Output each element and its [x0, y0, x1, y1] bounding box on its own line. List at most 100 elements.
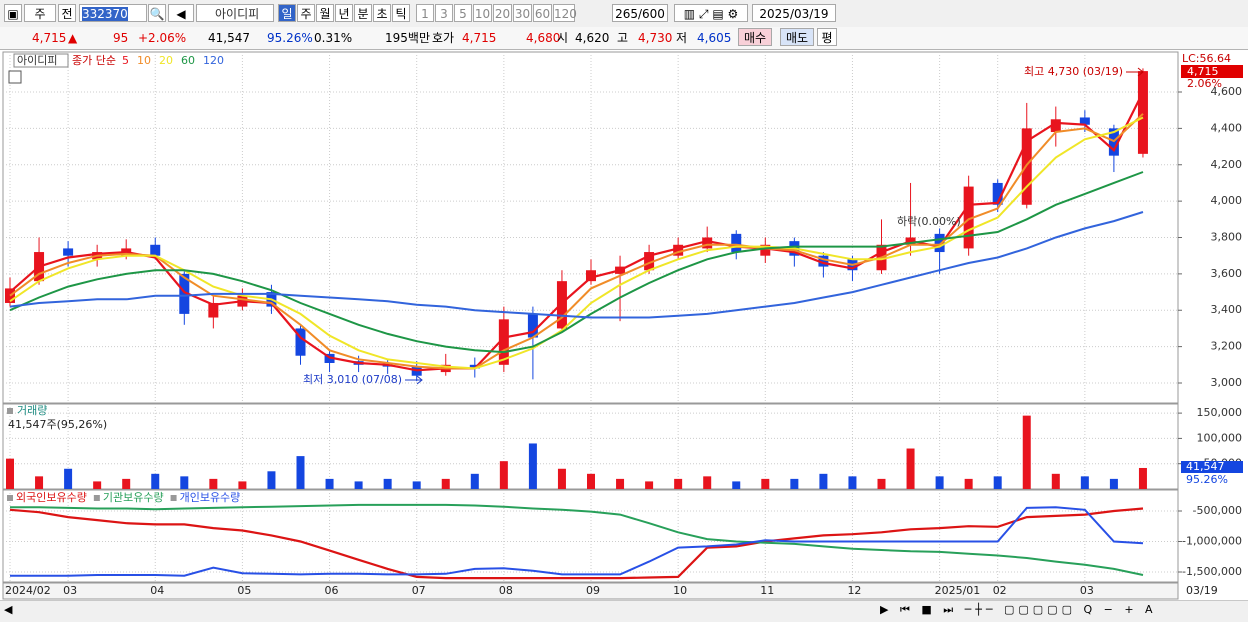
volume-bar	[238, 481, 247, 489]
volume-bar	[441, 478, 450, 489]
last-price: 4,715	[1187, 65, 1219, 78]
volume-bar	[1138, 467, 1147, 489]
volume-bar	[1022, 415, 1031, 489]
x-tick-label: 05	[237, 584, 251, 597]
period-button[interactable]: 월	[316, 4, 334, 22]
period-button[interactable]: 초	[373, 4, 391, 22]
volume-bar	[499, 461, 508, 489]
legend-entry: 개인보유수량	[180, 491, 241, 504]
prev-button[interactable]: 전	[58, 4, 76, 22]
volume-bar	[964, 478, 973, 489]
interval-button[interactable]: 1	[416, 4, 434, 22]
volume-bar	[93, 481, 102, 489]
period-button[interactable]: 일	[278, 4, 296, 22]
price: 4,715	[32, 31, 67, 45]
high-label: 최고 4,730 (03/19)	[1024, 65, 1123, 78]
x-tick-label: 2024/02	[5, 584, 51, 597]
market-select[interactable]: 주	[24, 4, 56, 22]
volume-bar	[906, 448, 915, 489]
volume-bar	[819, 473, 828, 489]
x-tick-label: 03	[1080, 584, 1094, 597]
event-label: 하락(0.00%)	[897, 214, 961, 228]
x-tick-label: 08	[499, 584, 513, 597]
y-tick-label: 4,200	[1211, 158, 1243, 171]
x-tick-label: 10	[673, 584, 687, 597]
volume-bar	[848, 476, 857, 489]
candle-body	[731, 233, 742, 253]
stock-name[interactable]: 아이디피	[196, 4, 274, 22]
volume-bar	[122, 478, 131, 489]
legend-entry: 외국인보유수량	[16, 491, 87, 504]
volume-bar	[296, 456, 305, 489]
legend-entry: 120	[203, 54, 224, 67]
open-label: 시	[557, 31, 569, 45]
date-input[interactable]: 2025/03/19	[752, 4, 836, 22]
period-button[interactable]: 틱	[392, 4, 410, 22]
series-line	[10, 506, 1144, 577]
interval-button[interactable]: 120	[553, 4, 577, 22]
interval-button[interactable]: 10	[473, 4, 492, 22]
volume-bar	[528, 443, 537, 489]
legend-entry: 60	[181, 54, 195, 67]
bid-label: 호가	[432, 31, 455, 45]
menu-button[interactable]: ▣	[4, 4, 22, 22]
period-button[interactable]: 분	[354, 4, 372, 22]
series-line	[9, 113, 1144, 370]
volume-bar	[470, 473, 479, 489]
volume: 41,547	[208, 31, 250, 45]
name-box	[13, 53, 69, 68]
high-arrow	[1126, 67, 1144, 77]
change-pct: +2.06%	[138, 31, 187, 45]
candle-body	[295, 328, 306, 356]
x-tick-label: 09	[586, 584, 600, 597]
interval-button[interactable]: 30	[513, 4, 532, 22]
interval-button[interactable]: 3	[435, 4, 453, 22]
y-tick-label: 3,000	[1211, 376, 1243, 389]
change: 95	[113, 31, 129, 45]
y-tick-label: 100,000	[1197, 431, 1243, 444]
candle-body	[63, 248, 74, 256]
volume-bar	[151, 473, 160, 489]
chart-bg	[0, 50, 1248, 600]
interval-button[interactable]: 5	[454, 4, 472, 22]
x-tick-label: 02	[993, 584, 1007, 597]
candle-body	[527, 313, 538, 338]
series-line	[9, 171, 1144, 354]
buy-button[interactable]: 매수	[738, 28, 772, 46]
code-input[interactable]: 332370	[79, 4, 147, 22]
volume-bar	[1109, 478, 1118, 489]
volume-bar	[35, 476, 44, 489]
series-line	[9, 91, 1144, 372]
legend-prefix: 종가 단순	[72, 54, 116, 67]
last-value: 41,547	[1186, 460, 1225, 473]
interval-button[interactable]: 20	[493, 4, 512, 22]
avg-button[interactable]: 평	[817, 28, 837, 46]
count-input[interactable]: 265/600	[612, 4, 668, 22]
high: 4,730	[638, 31, 673, 45]
period-button[interactable]: 년	[335, 4, 353, 22]
candle-body	[644, 252, 655, 271]
arrow: ▲	[68, 31, 78, 45]
y-tick-label: 4,400	[1211, 121, 1243, 134]
volume-bar	[732, 481, 741, 489]
candle-body	[934, 233, 945, 253]
sound-button[interactable]: ◀	[168, 4, 194, 22]
scrollbar[interactable]: ◀ ▶ ⏮ ■ ⏭ ─┼─ ▢▢▢▢▢ Q − + A	[0, 600, 1248, 622]
y-tick-label: -500,000	[1193, 504, 1242, 517]
volume-bar	[325, 478, 334, 489]
search-button[interactable]: 🔍	[148, 4, 166, 22]
candle-body	[150, 244, 161, 256]
legend-icon	[93, 495, 100, 501]
y-tick-label: 3,600	[1211, 267, 1243, 280]
interval-button[interactable]: 60	[533, 4, 552, 22]
period-button[interactable]: 주	[297, 4, 315, 22]
amount: 195백만	[385, 31, 430, 45]
candle-body	[179, 273, 190, 314]
sell-button[interactable]: 매도	[780, 28, 814, 46]
chart-tools[interactable]: ▥ ⤢ ▤ ⚙	[674, 4, 748, 22]
candle-body	[1079, 117, 1090, 125]
candle-body	[818, 255, 829, 267]
series-line	[9, 507, 1144, 580]
candle-body	[498, 319, 509, 365]
